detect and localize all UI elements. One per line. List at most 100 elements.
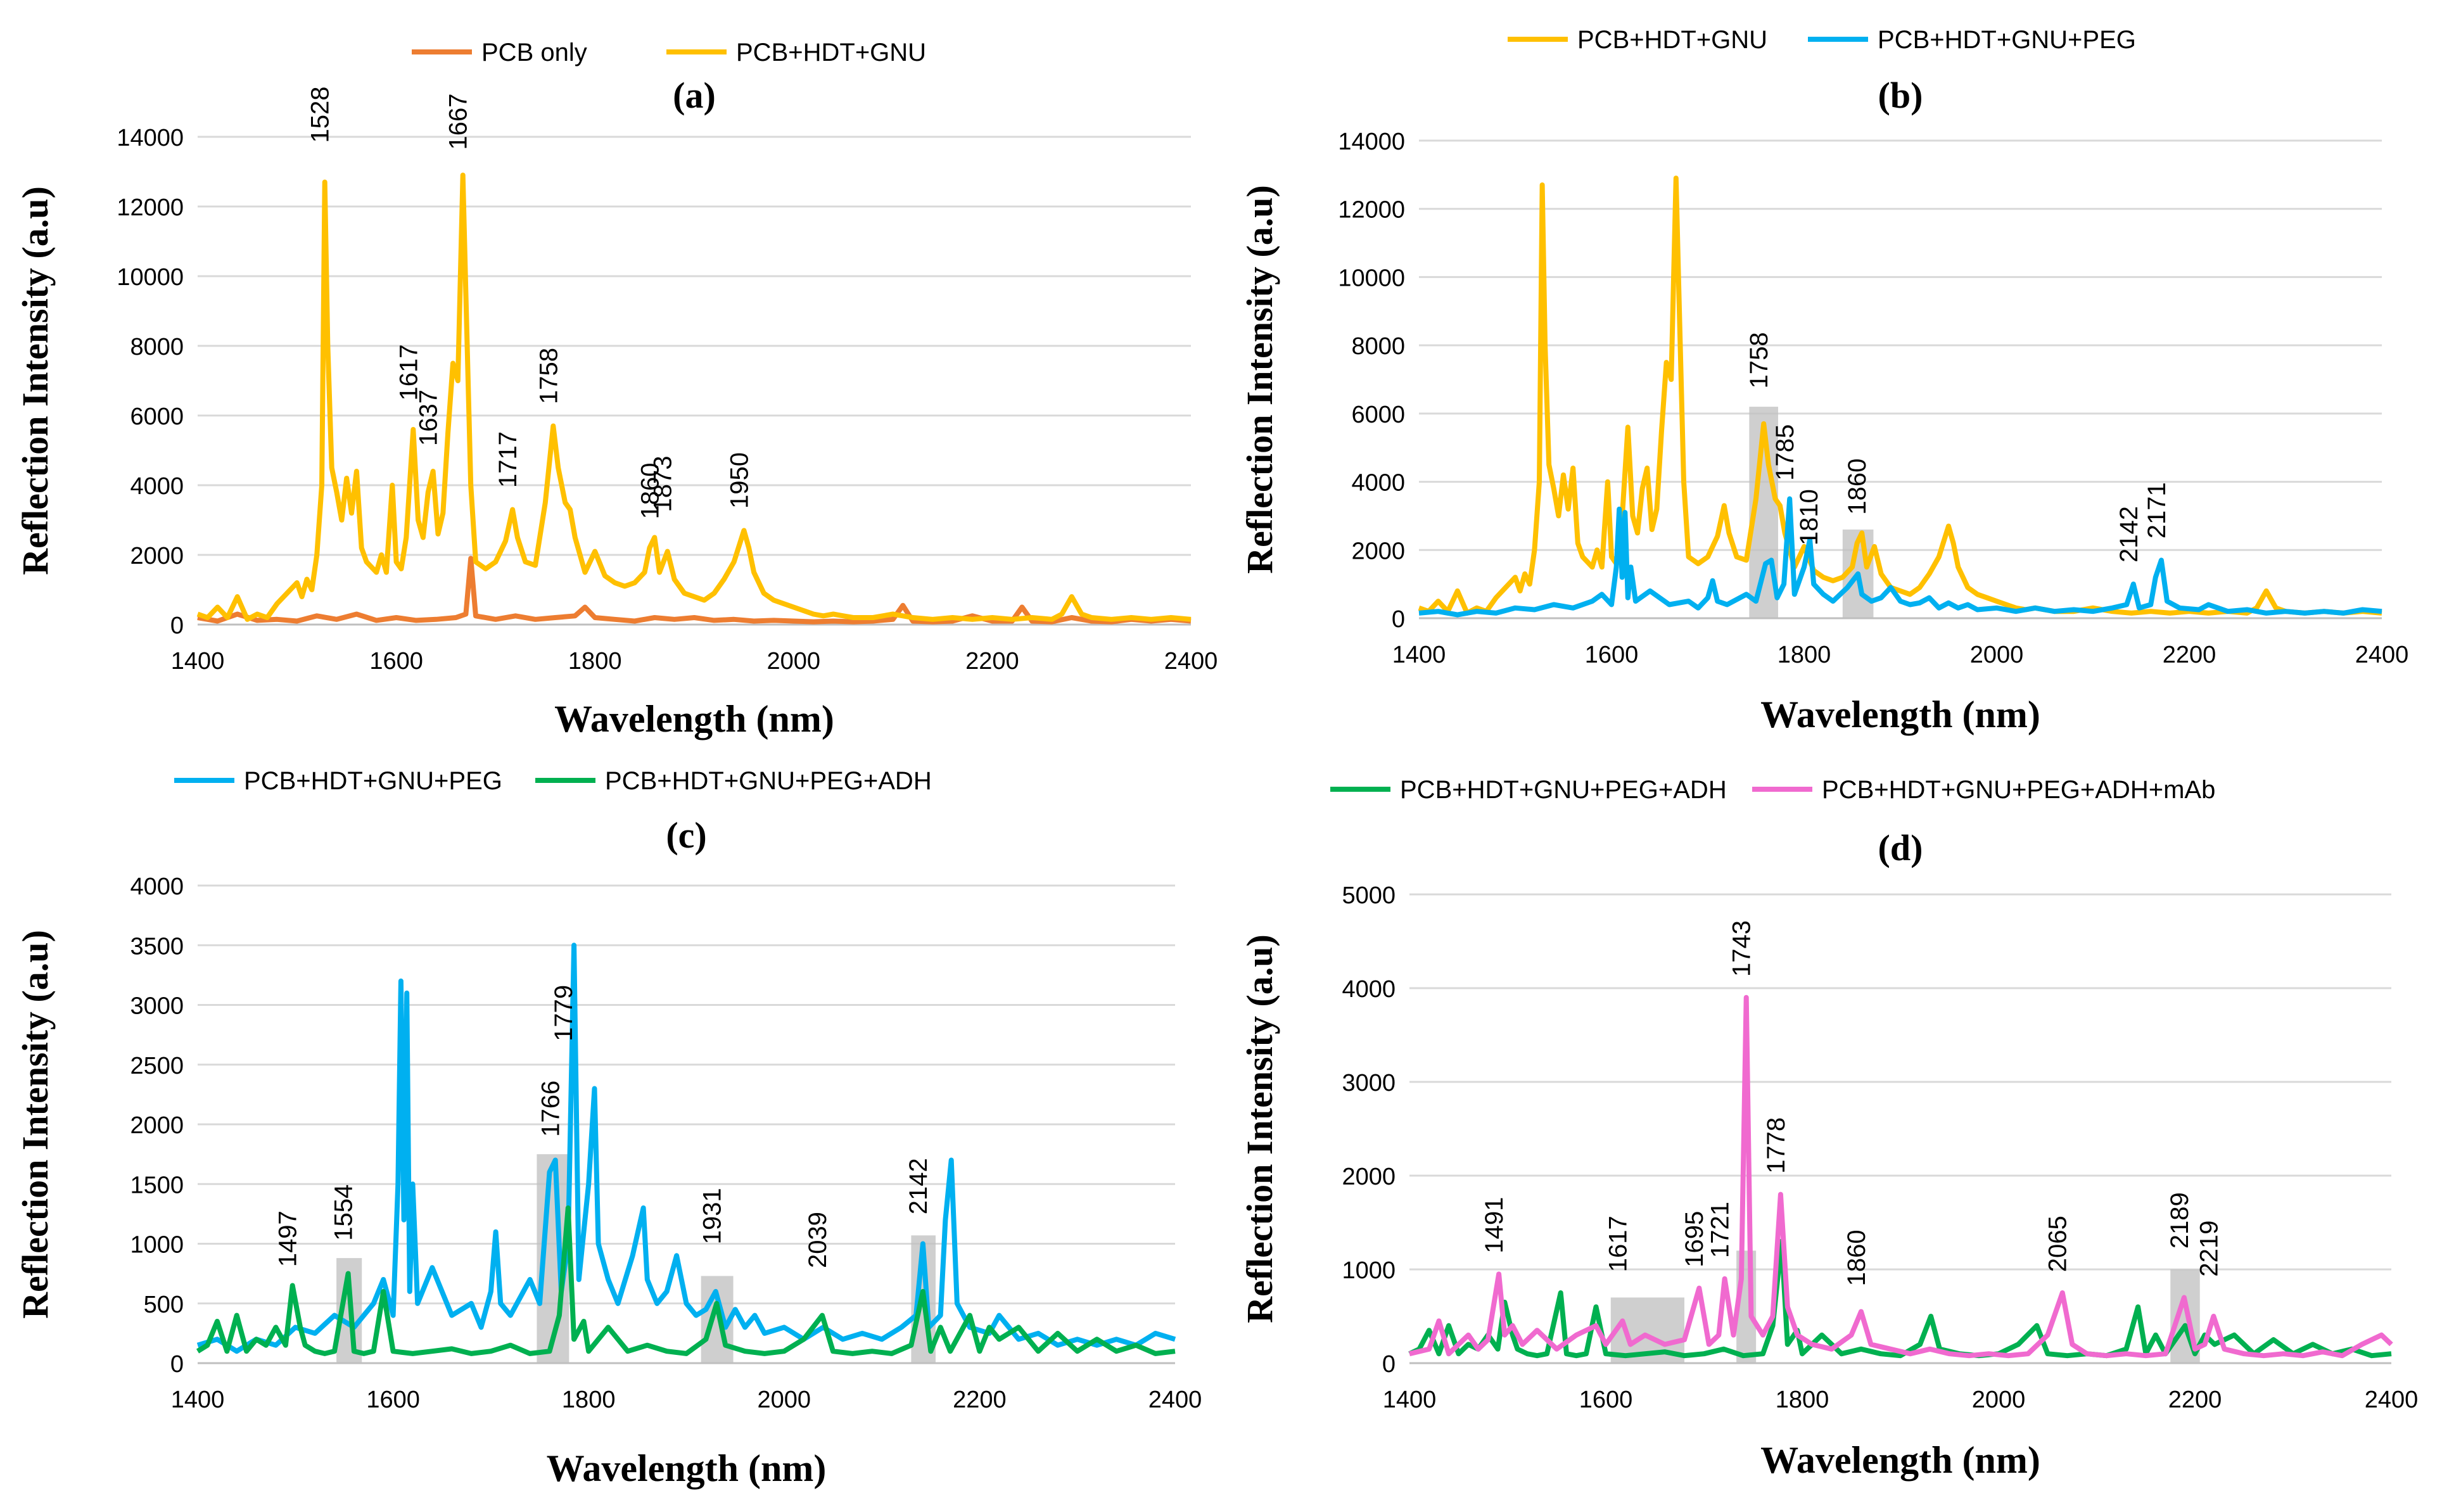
y-tick-label: 0 (170, 613, 184, 639)
x-tick-label: 2000 (758, 1387, 811, 1413)
y-tick-label: 2000 (130, 1112, 184, 1139)
peak-label: 1717 (494, 431, 522, 488)
x-tick-label: 1600 (366, 1387, 420, 1413)
y-tick-label: 500 (144, 1292, 184, 1318)
y-tick-label: 4000 (130, 874, 184, 900)
x-tick-label: 1400 (171, 648, 225, 675)
legend-label: PCB only (481, 39, 587, 67)
peak-label: 1617 (1604, 1216, 1632, 1272)
peak-label: 1528 (307, 87, 334, 143)
panel-label: (b) (1878, 75, 1923, 116)
legend-label: PCB+HDT+GNU (736, 39, 926, 67)
legend-label: PCB+HDT+GNU+PEG+ADH+mAb (1822, 776, 2215, 804)
y-tick-label: 4000 (1351, 470, 1405, 497)
peak-label: 1667 (445, 94, 473, 150)
x-tick-label: 2000 (1970, 642, 2024, 668)
y-tick-label: 6000 (1351, 402, 1405, 428)
x-tick-label: 2000 (1972, 1387, 2026, 1413)
x-tick-label: 2200 (953, 1387, 1007, 1413)
y-tick-label: 2000 (130, 543, 184, 569)
peak-label: 1758 (1745, 332, 1773, 388)
peak-label: 1617 (395, 345, 423, 401)
peak-label: 1860 (636, 463, 664, 519)
series-line (197, 556, 1192, 625)
y-tick-label: 2000 (1342, 1164, 1396, 1190)
peak-label: 2065 (2044, 1216, 2072, 1272)
series-line (196, 943, 1176, 1354)
peak-label: 1873 (649, 456, 677, 512)
x-tick-label: 2200 (2163, 642, 2216, 668)
peak-label: 1810 (1795, 489, 1823, 545)
y-tick-label: 10000 (1338, 265, 1405, 291)
panel-label: (d) (1878, 827, 1923, 868)
y-tick-label: 5000 (1342, 882, 1396, 909)
y-tick-label: 3500 (130, 933, 184, 960)
peak-label: 1721 (1707, 1202, 1734, 1258)
y-tick-label: 4000 (130, 473, 184, 500)
peak-label: 1637 (415, 390, 443, 446)
x-tick-label: 2200 (965, 648, 1019, 675)
y-tick-label: 3000 (130, 993, 184, 1020)
chart-panel: 0 2000 4000 6000 8000 10000 12000 14000 1400 1600… (15, 39, 1218, 740)
y-tick-label: 3000 (1342, 1070, 1396, 1096)
y-axis-title: Reflection Intensity (a.u) (1239, 185, 1280, 574)
peak-label: 1779 (550, 985, 578, 1041)
panel-label: (a) (673, 75, 716, 116)
legend-label: PCB+HDT+GNU+PEG+ADH (1400, 776, 1727, 804)
legend-label: PCB+HDT+GNU+PEG+ADH (605, 767, 932, 795)
peak-label: 1554 (330, 1185, 358, 1241)
y-tick-label: 12000 (117, 194, 184, 221)
peak-label: 1743 (1728, 920, 1756, 977)
legend-label: PCB+HDT+GNU+PEG (244, 767, 502, 795)
x-tick-label: 2000 (767, 648, 821, 675)
y-tick-label: 2500 (130, 1053, 184, 1079)
y-tick-label: 6000 (130, 403, 184, 430)
y-tick-label: 12000 (1338, 197, 1405, 224)
x-axis-title: Wavelength (nm) (554, 698, 834, 740)
x-axis-title: Wavelength (nm) (1760, 694, 2040, 735)
y-tick-label: 2000 (1351, 538, 1405, 564)
y-tick-label: 14000 (117, 125, 184, 151)
peak-label: 1860 (1843, 1229, 1871, 1286)
peak-label: 1778 (1762, 1117, 1790, 1174)
chart-panel: 0 1000 2000 3000 4000 5000 1400 1600 1800 2000 220… (1239, 776, 2418, 1481)
peak-label: 2142 (2115, 506, 2143, 562)
peak-label: 1758 (535, 348, 563, 404)
peak-label: 1950 (725, 452, 753, 509)
series-line (196, 172, 1192, 622)
peak-label: 1860 (1843, 459, 1871, 515)
x-tick-label: 1800 (562, 1387, 616, 1413)
x-tick-label: 2400 (2365, 1387, 2419, 1413)
peak-label: 1785 (1771, 424, 1799, 481)
peak-label: 1766 (537, 1081, 565, 1137)
x-tick-label: 2400 (1148, 1387, 1202, 1413)
peak-label: 2219 (2195, 1221, 2223, 1277)
y-axis-title: Reflection Intensity (a.u) (15, 186, 56, 575)
y-tick-label: 4000 (1342, 976, 1396, 1003)
series-line (1409, 994, 2393, 1359)
x-axis-title: Wavelength (nm) (547, 1447, 827, 1489)
peak-label: 1695 (1681, 1211, 1708, 1267)
y-tick-label: 1500 (130, 1172, 184, 1198)
y-tick-label: 0 (1392, 606, 1405, 633)
x-tick-label: 1600 (1585, 642, 1639, 668)
y-tick-label: 0 (1382, 1351, 1396, 1378)
peak-label: 1491 (1480, 1197, 1508, 1254)
x-tick-label: 1600 (369, 648, 423, 675)
y-tick-label: 0 (170, 1351, 184, 1378)
series-line (1418, 175, 2382, 616)
series-line (1418, 496, 2382, 618)
y-axis-title: Reflection Intensity (a.u) (1239, 934, 1280, 1323)
legend-label: PCB+HDT+GNU (1577, 26, 1767, 54)
peak-label: 2189 (2166, 1192, 2194, 1248)
y-tick-label: 8000 (1351, 333, 1405, 360)
chart-panel: 0 2000 4000 6000 8000 10000 12000 14000 1400 1600… (1239, 26, 2408, 735)
x-axis-title: Wavelength (nm) (1760, 1439, 2040, 1481)
peak-label: 1497 (274, 1210, 302, 1267)
x-tick-label: 1400 (1392, 642, 1446, 668)
x-tick-label: 1800 (1777, 642, 1831, 668)
y-axis-title: Reflection Intensity (a.u) (15, 930, 56, 1319)
x-tick-label: 1800 (568, 648, 622, 675)
series-line (196, 1205, 1176, 1356)
